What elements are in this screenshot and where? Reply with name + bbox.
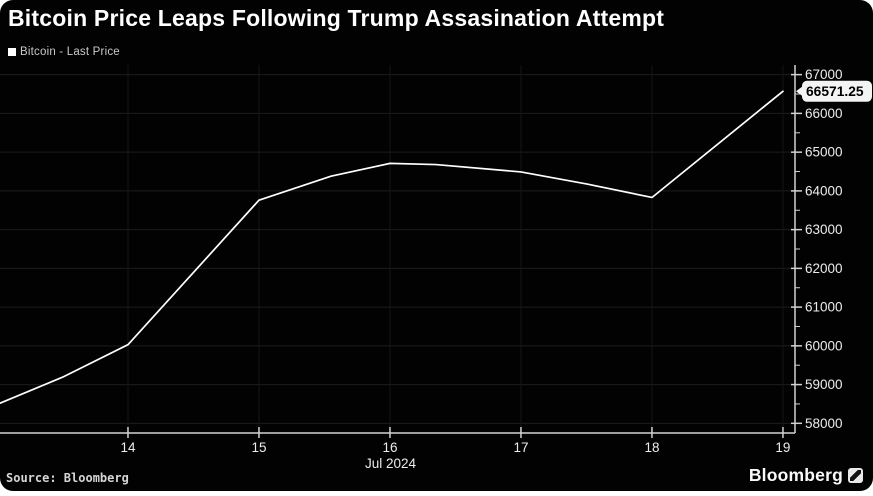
- y-axis-label: 64000: [805, 183, 843, 198]
- y-axis-label: 67000: [805, 67, 843, 82]
- y-axis-label: 63000: [805, 222, 843, 237]
- x-axis-label: 17: [513, 440, 528, 455]
- last-price-value: 66571.25: [806, 84, 864, 99]
- bloomberg-brand: Bloomberg: [749, 465, 863, 486]
- x-axis-title: Jul 2024: [365, 456, 417, 471]
- bloomberg-wordmark: Bloomberg: [748, 465, 843, 485]
- price-line: [0, 90, 784, 405]
- y-axis-label: 58000: [805, 416, 843, 431]
- bloomberg-logo-icon: [848, 468, 863, 483]
- y-axis-label: 61000: [805, 300, 843, 315]
- y-axis-label: 62000: [805, 261, 843, 276]
- x-axis-label: 18: [644, 440, 659, 455]
- bitcoin-price-line-chart: 58000 59000 60000 61000 62000 63000 64000 65000…: [0, 65, 872, 471]
- last-price-badge: [802, 80, 872, 102]
- x-axis-label: 14: [120, 440, 136, 455]
- x-axis-label: 16: [382, 440, 397, 455]
- source-attribution: Source: Bloomberg: [6, 471, 129, 485]
- y-axis-label: 60000: [805, 338, 843, 353]
- x-axis-label: 15: [251, 440, 266, 455]
- y-axis-label: 65000: [805, 145, 843, 160]
- legend-swatch-icon: [8, 48, 16, 56]
- legend-label: Bitcoin - Last Price: [20, 46, 120, 58]
- chart-legend: Bitcoin - Last Price: [8, 46, 120, 58]
- chart-title: Bitcoin Price Leaps Following Trump Assa…: [8, 5, 665, 31]
- y-axis-label: 66000: [805, 106, 843, 121]
- x-axis-label: 19: [775, 440, 790, 455]
- y-axis-label: 59000: [805, 377, 843, 392]
